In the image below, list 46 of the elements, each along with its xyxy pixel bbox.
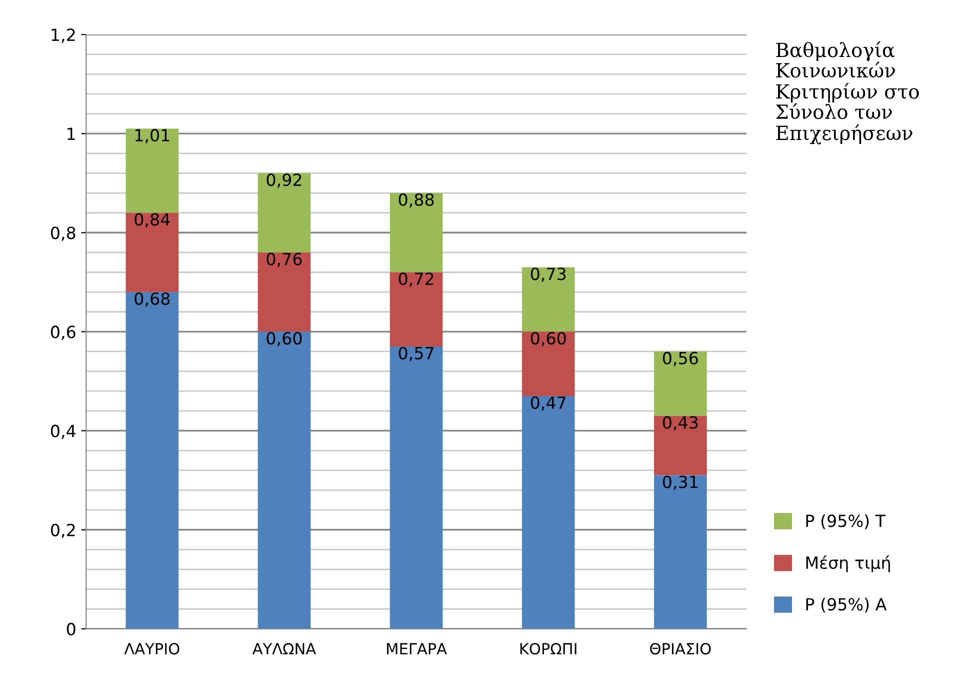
annotation: 0,73 — [530, 268, 566, 282]
legend-label: P (95%) A — [806, 598, 887, 613]
bar — [126, 128, 179, 213]
annotation: 0,47 — [530, 396, 566, 411]
bar — [126, 292, 179, 629]
annotation: 0,92 — [266, 174, 302, 188]
annotation: 0,72 — [398, 272, 434, 287]
x-tick-label: ΜΕΓΑΡΑ — [387, 643, 447, 654]
annotation: 0,60 — [266, 332, 302, 346]
annotation: 0,43 — [662, 416, 698, 430]
x-tick-label: ΚΟΡΩΠΙ — [520, 642, 576, 655]
x-tick-label: ΛΑΥΡΙΟ — [124, 642, 180, 655]
bar — [654, 475, 707, 629]
bar — [390, 346, 443, 629]
bar — [522, 332, 575, 396]
annotation: 0,76 — [266, 252, 302, 268]
annotation: 0,68 — [134, 292, 170, 307]
annotation: 0,31 — [662, 476, 698, 490]
x-tick-label: ΘΡΙΑΣΙΟ — [650, 642, 711, 655]
y-tick-label: 0,6 — [51, 326, 76, 340]
bar — [654, 416, 707, 476]
y-tick-label: 0,8 — [51, 226, 76, 241]
bar — [390, 272, 443, 347]
annotation: 1,01 — [135, 128, 170, 144]
bar — [654, 351, 707, 416]
bar — [522, 396, 575, 629]
legend-label: P (95%) T — [806, 514, 886, 530]
x-tick-label: ΑΥΛΩΝΑ — [252, 643, 316, 654]
y-tick-label: 0,4 — [51, 424, 76, 439]
legend-label: Μέση τιμή — [806, 555, 890, 572]
bar — [390, 193, 443, 272]
bar — [258, 252, 311, 332]
y-tick-label: 0,2 — [51, 524, 75, 538]
y-tick-label: 0 — [66, 622, 76, 636]
text: Βαθμολογία Κοινωνικών Κριτηρίων στο Σύνολο των Επιχειρήσεων — [776, 41, 919, 144]
annotation: 0,56 — [662, 352, 698, 366]
annotation: 0,88 — [398, 193, 434, 208]
bar — [258, 173, 311, 252]
y-tick-label: 1 — [68, 128, 75, 140]
y-tick-label: 1,2 — [52, 28, 75, 43]
annotation: 0,57 — [398, 346, 434, 362]
annotation: 0,60 — [530, 332, 566, 346]
bar — [258, 332, 311, 629]
bar — [522, 267, 575, 332]
bar — [126, 212, 179, 292]
annotation: 0,84 — [134, 213, 170, 228]
